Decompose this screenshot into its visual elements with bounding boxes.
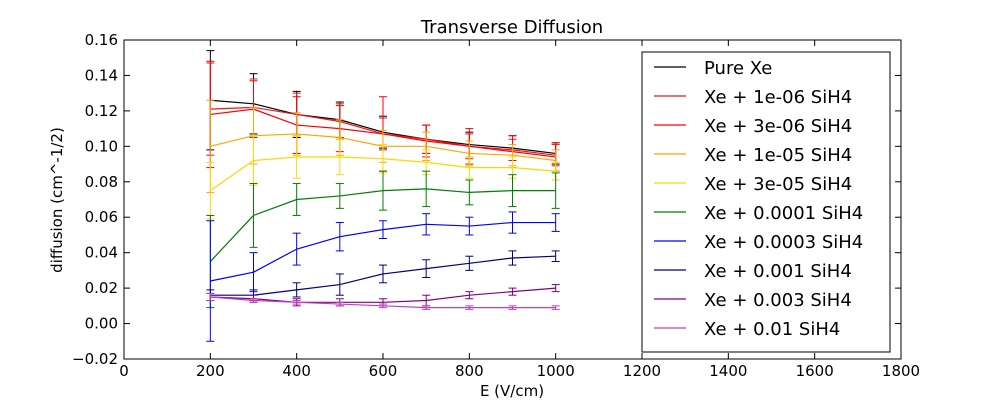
x-tick-label: 1000 bbox=[537, 362, 575, 380]
y-tick-label: 0.04 bbox=[85, 244, 118, 262]
legend-box bbox=[641, 51, 891, 353]
legend-label: Xe + 1e-06 SiH4 bbox=[704, 87, 852, 108]
legend: Pure Xe Xe + 1e-06 SiH4 Xe + 3e-06 SiH4 Xe … bbox=[641, 51, 891, 353]
x-tick-label: 1200 bbox=[623, 362, 661, 380]
legend-label: Xe + 3e-06 SiH4 bbox=[704, 116, 852, 137]
y-tick-label: 0.02 bbox=[85, 279, 118, 297]
legend-label: Xe + 0.0003 SiH4 bbox=[704, 232, 863, 253]
series-9 bbox=[206, 292, 560, 310]
legend-label: Xe + 3e-05 SiH4 bbox=[704, 174, 852, 195]
legend-label: Xe + 0.001 SiH4 bbox=[704, 261, 852, 282]
legend-entry: Xe + 0.003 SiH4 bbox=[654, 290, 852, 311]
series-5 bbox=[206, 170, 560, 309]
y-tick-label: 0.16 bbox=[85, 31, 118, 49]
x-tick-label: 200 bbox=[196, 362, 225, 380]
y-tick-label: −0.02 bbox=[72, 350, 118, 368]
y-tick-label: 0.06 bbox=[85, 208, 118, 226]
legend-entry: Xe + 0.01 SiH4 bbox=[654, 319, 840, 340]
x-tick-label: 800 bbox=[455, 362, 484, 380]
series-6 bbox=[206, 211, 560, 342]
legend-entry: Xe + 3e-05 SiH4 bbox=[654, 174, 852, 195]
x-tick-label: 1800 bbox=[882, 362, 920, 380]
legend-label: Xe + 0.003 SiH4 bbox=[704, 290, 852, 311]
plot-area bbox=[206, 50, 560, 342]
legend-label: Pure Xe bbox=[704, 58, 772, 79]
legend-entry: Xe + 1e-06 SiH4 bbox=[654, 87, 852, 108]
legend-entry: Xe + 0.0001 SiH4 bbox=[654, 203, 863, 224]
y-axis: −0.02 0.00 0.02 0.04 0.06 0.08 0.10 0.12 0.14 0.1… bbox=[72, 31, 901, 368]
x-tick-label: 1600 bbox=[796, 362, 834, 380]
legend-label: Xe + 1e-05 SiH4 bbox=[704, 145, 852, 166]
series-7 bbox=[206, 250, 560, 302]
legend-entry: Xe + 0.0003 SiH4 bbox=[654, 232, 863, 253]
legend-label: Xe + 0.0001 SiH4 bbox=[704, 203, 863, 224]
y-tick-label: 0.00 bbox=[85, 315, 118, 333]
y-tick-label: 0.14 bbox=[85, 66, 118, 84]
legend-entry: Xe + 3e-06 SiH4 bbox=[654, 116, 852, 137]
y-tick-label: 0.12 bbox=[85, 102, 118, 120]
plot-frame bbox=[123, 39, 902, 360]
x-tick-label: 600 bbox=[369, 362, 398, 380]
legend-entry: Pure Xe bbox=[654, 58, 772, 79]
y-tick-label: 0.08 bbox=[85, 173, 118, 191]
x-tick-label: 1400 bbox=[709, 362, 747, 380]
y-tick-label: 0.10 bbox=[85, 137, 118, 155]
legend-entry: Xe + 1e-05 SiH4 bbox=[654, 145, 852, 166]
series-8 bbox=[206, 284, 560, 307]
chart-title: Transverse Diffusion bbox=[420, 17, 603, 38]
x-tick-label: 0 bbox=[119, 362, 129, 380]
y-axis-label: diffusion (cm^-1/2) bbox=[48, 127, 66, 273]
x-axis-label: E (V/cm) bbox=[480, 382, 544, 400]
x-tick-label: 400 bbox=[282, 362, 311, 380]
legend-entry: Xe + 0.001 SiH4 bbox=[654, 261, 852, 282]
x-axis: 0 200 400 600 800 1000 1200 1400 1600 1800 bbox=[119, 40, 920, 380]
legend-label: Xe + 0.01 SiH4 bbox=[704, 319, 840, 340]
